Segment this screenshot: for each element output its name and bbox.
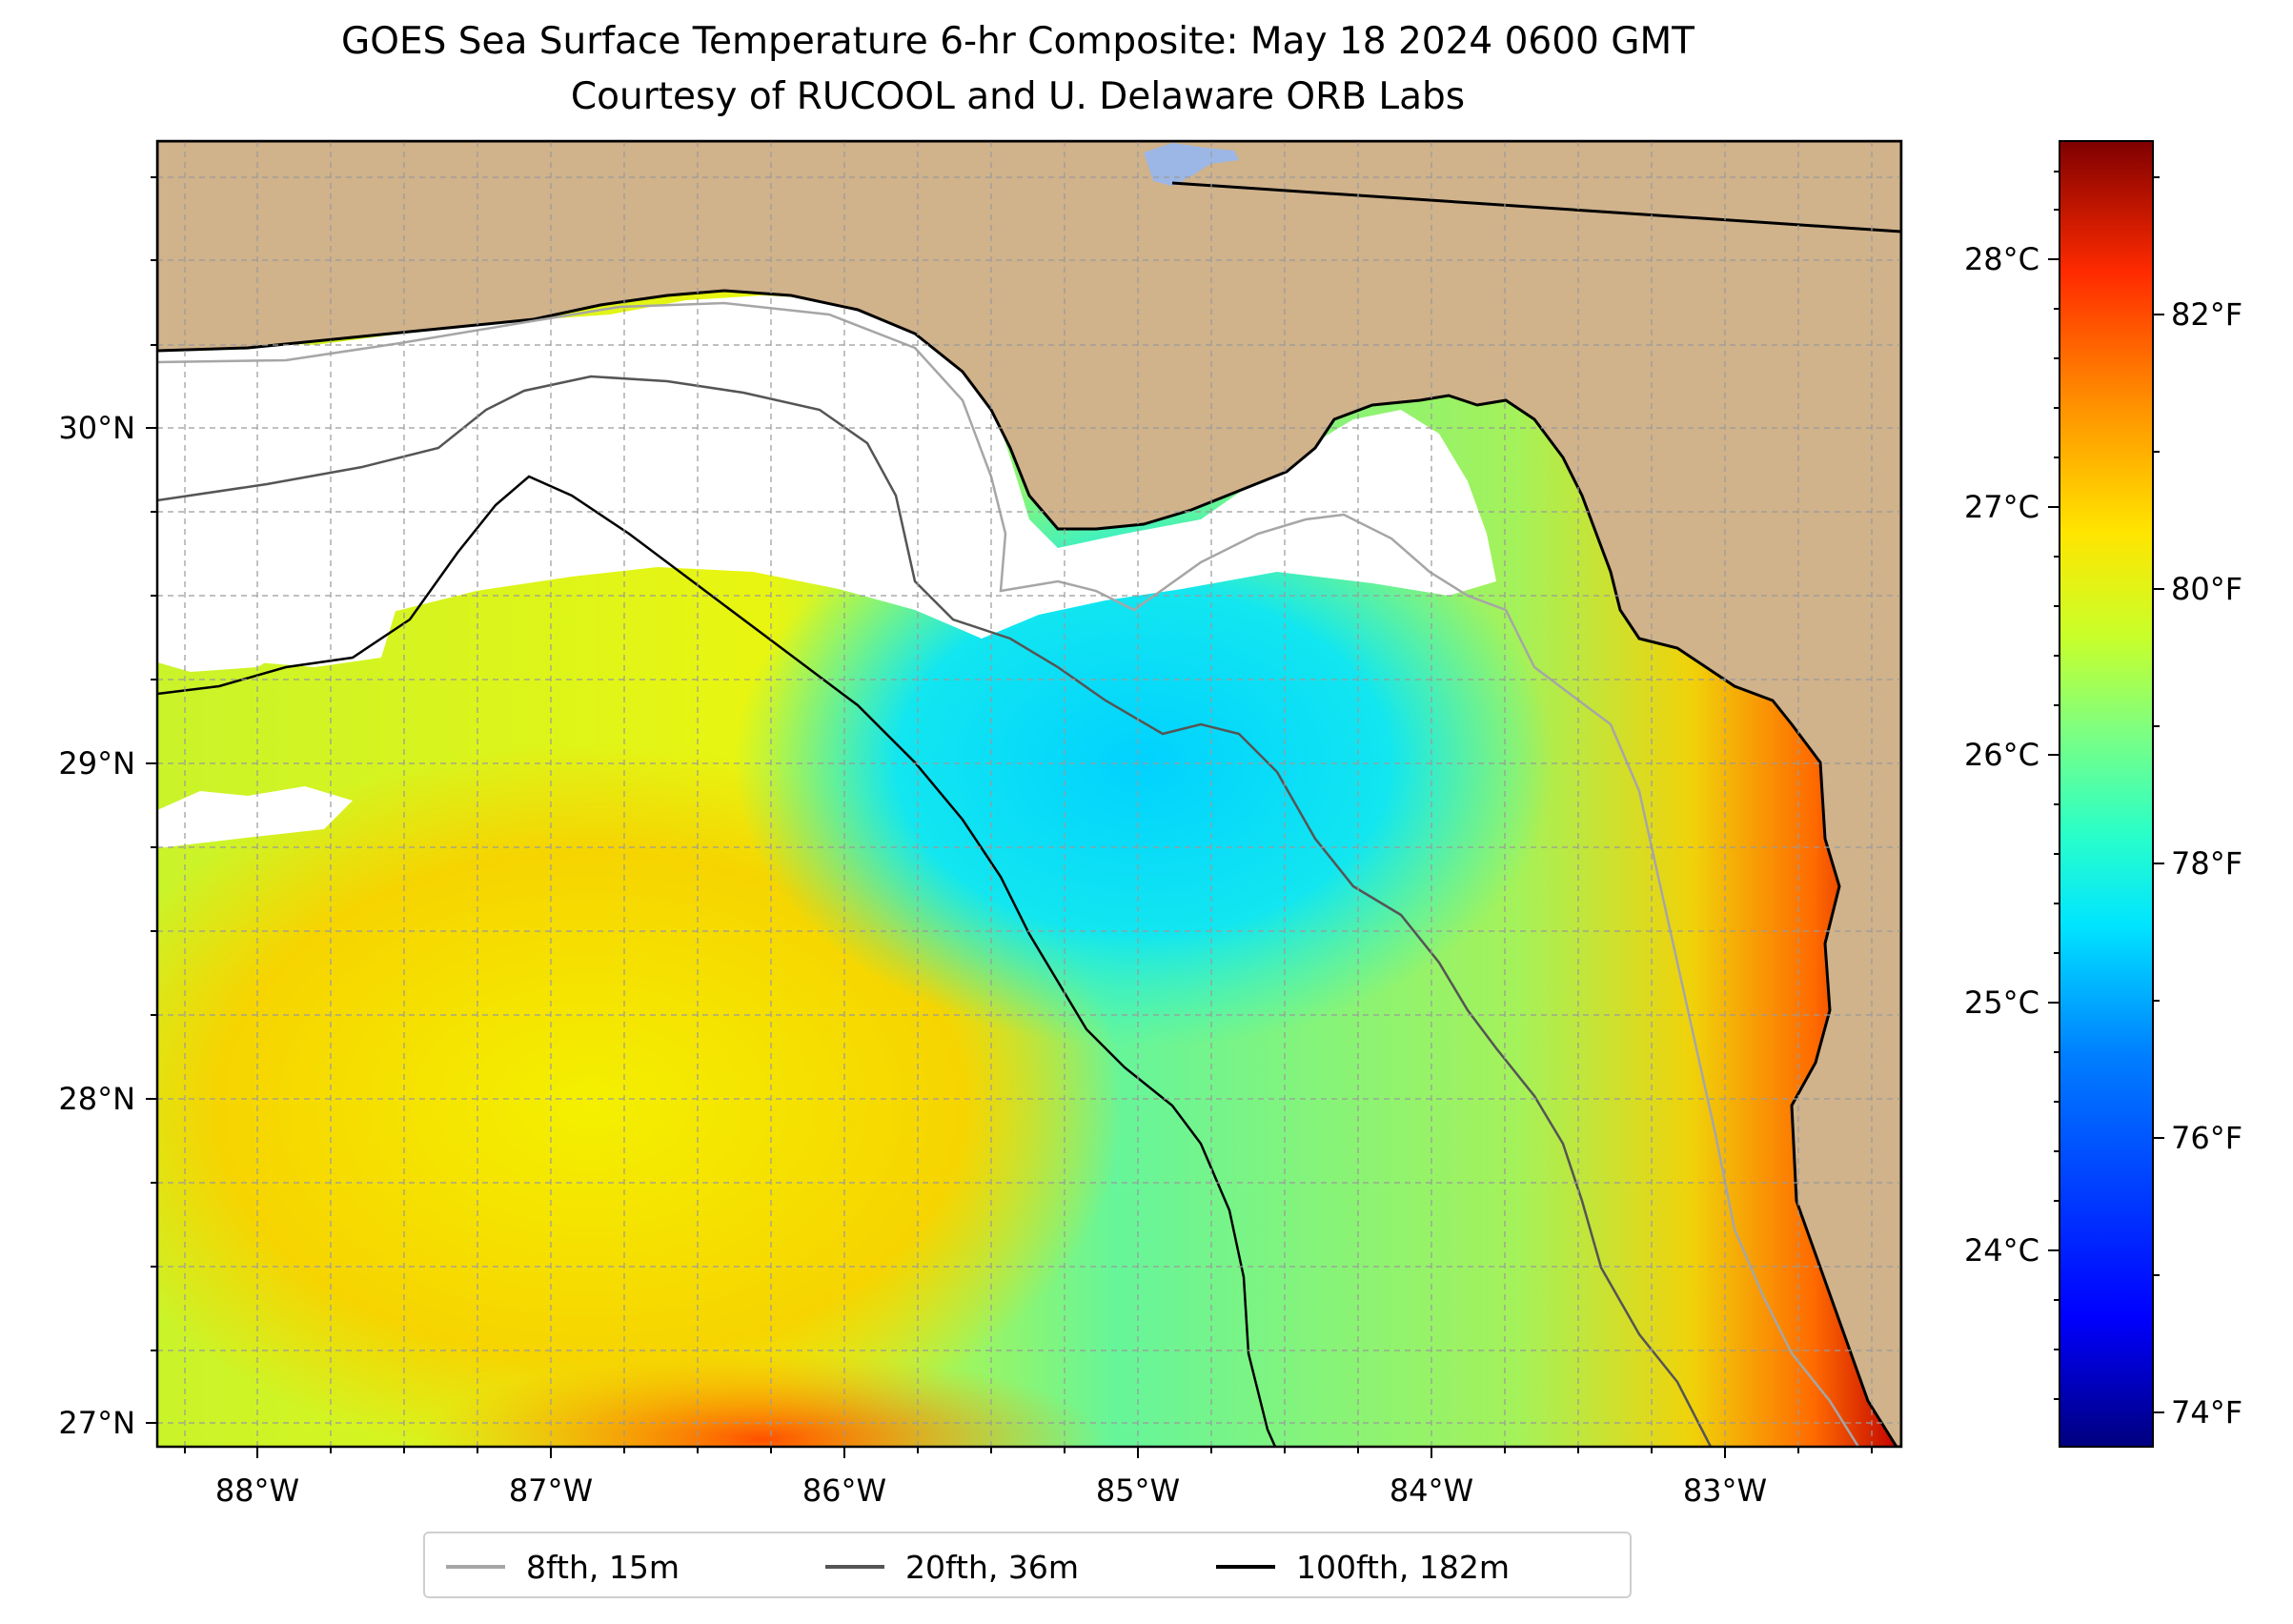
land-area (157, 141, 1901, 1447)
lon-tick-85w: 85°W (1096, 1472, 1180, 1509)
colorbar-tick-76f: 76°F (2171, 1120, 2242, 1156)
isobath-20fth (157, 375, 1713, 1447)
isobath-100fth (157, 475, 1277, 1447)
colorbar-tick-78f: 78°F (2171, 845, 2242, 882)
colorbar-tick-24c: 24°C (1964, 1232, 2039, 1269)
colorbar-tick-25c: 25°C (1964, 985, 2039, 1021)
grid-lines (157, 141, 1901, 1447)
colorbar-tick-26c: 26°C (1964, 737, 2039, 773)
lake (1144, 143, 1239, 186)
legend-label-20fth: 20fth, 36m (905, 1548, 1079, 1586)
legend-label-8fth: 8fth, 15m (526, 1548, 680, 1586)
lon-tick-86w: 86°W (802, 1472, 886, 1509)
map-subtitle: Courtesy of RUCOOL and U. Delaware ORB L… (570, 75, 1466, 118)
lat-tick-27n: 27°N (58, 1405, 135, 1441)
lon-tick-83w: 83°W (1683, 1472, 1767, 1509)
no-data-patch-mid (257, 572, 400, 667)
legend-item-20fth: 20fth, 36m (825, 1533, 1079, 1600)
lat-tick-30n: 30°N (58, 410, 135, 446)
latitude-axis (146, 176, 157, 1424)
colorbar-tick-74f: 74°F (2171, 1394, 2242, 1431)
legend-item-100fth: 100fth, 182m (1216, 1533, 1510, 1600)
legend-swatch-8fth (446, 1565, 505, 1569)
lon-tick-84w: 84°W (1390, 1472, 1473, 1509)
map-area (157, 141, 1901, 1447)
no-data-area (157, 295, 1496, 672)
lon-tick-87w: 87°W (509, 1472, 593, 1509)
map-frame (155, 139, 1903, 1449)
map-title: GOES Sea Surface Temperature 6-hr Compos… (341, 20, 1694, 63)
legend-item-8fth: 8fth, 15m (446, 1533, 680, 1600)
colorbar-fahrenheit-axis (2153, 176, 2164, 1413)
lat-tick-29n: 29°N (58, 745, 135, 782)
colorbar (2059, 140, 2154, 1448)
longitude-axis (184, 1447, 1873, 1458)
state-border (1171, 181, 1901, 233)
no-data-patch-west (157, 786, 353, 848)
lat-tick-28n: 28°N (58, 1081, 135, 1117)
lon-tick-88w: 88°W (215, 1472, 299, 1509)
colorbar-tick-80f: 80°F (2171, 571, 2242, 607)
colorbar-tick-28c: 28°C (1964, 241, 2039, 277)
legend-label-100fth: 100fth, 182m (1296, 1548, 1510, 1586)
colorbar-tick-27c: 27°C (1964, 489, 2039, 525)
isobath-legend: 8fth, 15m 20fth, 36m 100fth, 182m (423, 1532, 1632, 1598)
legend-swatch-100fth (1216, 1565, 1275, 1569)
colorbar-celsius-axis (2048, 171, 2060, 1400)
colorbar-tick-82f: 82°F (2171, 296, 2242, 333)
legend-swatch-20fth (825, 1565, 884, 1569)
isobath-8fth (157, 301, 1860, 1447)
